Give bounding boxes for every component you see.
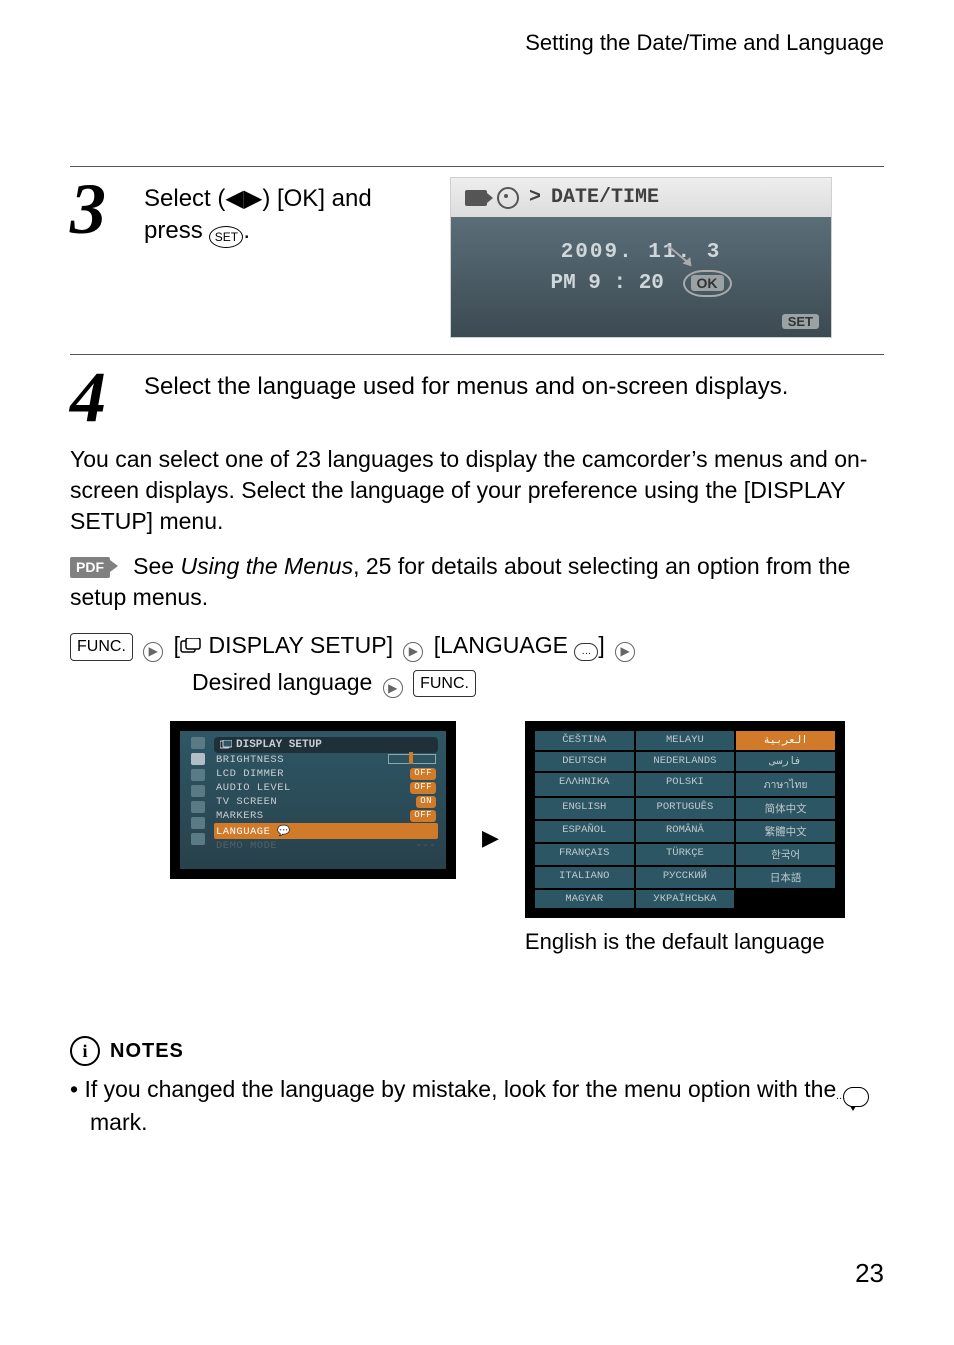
nav-arrow-icon: ▶ — [143, 642, 163, 662]
desired-language-label: Desired language — [192, 669, 372, 695]
language-cell: 繁體中文 — [736, 821, 835, 842]
language-cell: 简体中文 — [736, 798, 835, 819]
osd-time-text: PM 9 : 20 — [550, 272, 663, 295]
intro-paragraph: You can select one of 23 languages to di… — [70, 444, 884, 537]
language-caption: English is the default language — [525, 928, 845, 957]
divider — [70, 354, 884, 355]
row-value: --- — [416, 840, 436, 852]
ok-button: OK — [691, 275, 724, 291]
language-label: LANGUAGE — [440, 632, 568, 658]
display-setup-row: TV SCREEN ON — [214, 795, 438, 809]
notes-heading: NOTES — [110, 1040, 184, 1063]
row-label: BRIGHTNESS — [216, 754, 284, 766]
pdf-badge: PDF — [70, 557, 110, 578]
row-label: LANGUAGE 💬 — [216, 824, 291, 838]
display-setup-row: LCD DIMMER OFF — [214, 767, 438, 781]
language-cell: ESPAÑOL — [535, 821, 634, 842]
language-mark-icon: … — [843, 1087, 869, 1107]
menu-category-icons — [188, 737, 208, 853]
nav-arrow-icon: ▶ — [615, 642, 635, 662]
language-cell: УКРАЇНСЬКА — [636, 890, 735, 908]
language-cell: ENGLISH — [535, 798, 634, 819]
osd-date-text: 2009. 11. 3 — [561, 241, 722, 264]
display-setup-title: DISPLAY SETUP — [236, 739, 322, 751]
display-setup-row: LANGUAGE 💬 — [214, 823, 438, 839]
page-number: 23 — [70, 1258, 884, 1289]
row-label: AUDIO LEVEL — [216, 782, 291, 794]
step3-text: Select (◀▶) [OK] and press SET. — [144, 177, 410, 248]
display-setup-label: DISPLAY SETUP — [208, 632, 386, 658]
language-cell: РУССКИЙ — [636, 867, 735, 888]
display-setup-row: MARKERS OFF — [214, 809, 438, 823]
row-label: DEMO MODE — [216, 840, 277, 852]
step3-text-c: . — [243, 217, 250, 244]
pdf-text-a: See — [133, 553, 180, 579]
notes-bullet: • If you changed the language by mistake… — [70, 1074, 884, 1138]
language-cell: FRANÇAIS — [535, 844, 634, 865]
row-value: OFF — [410, 810, 436, 822]
right-arrow-glyph: ▶ — [244, 185, 262, 212]
display-setup-row: AUDIO LEVEL OFF — [214, 781, 438, 795]
language-cell: TÜRKÇE — [636, 844, 735, 865]
notes-text-a: If you changed the language by mistake, … — [84, 1076, 842, 1102]
language-cell: ภาษาไทย — [736, 773, 835, 796]
pdf-link-title: Using the Menus — [181, 553, 354, 579]
ok-oval: OK — [683, 270, 732, 297]
language-cell: PORTUGUÊS — [636, 798, 735, 819]
language-cell: فارسی — [736, 752, 835, 771]
nav-arrow-icon: ▶ — [383, 678, 403, 698]
row-value: OFF — [410, 768, 436, 780]
language-grid-screenshot: ČEŠTINAMELAYUالعربية DEUTSCHNEDERLANDSفار… — [525, 721, 845, 918]
camera-icon — [465, 190, 487, 206]
language-cell: 한국어 — [736, 844, 835, 865]
osd-crumb-sep: > — [529, 186, 541, 209]
step3-text-a: Select ( — [144, 185, 225, 212]
osd-time: PM 9 : 20 OK — [469, 270, 813, 297]
language-cell: 日本語 — [736, 867, 835, 888]
func-badge: FUNC. — [70, 633, 133, 661]
language-cell: العربية — [736, 731, 835, 750]
disc-icon — [497, 187, 519, 209]
step4-text: Select the language used for menus and o… — [144, 365, 788, 403]
notes-text-b: mark. — [90, 1109, 148, 1135]
language-cell: POLSKI — [636, 773, 735, 796]
display-setup-row: BRIGHTNESS — [214, 753, 438, 767]
divider — [70, 166, 884, 167]
osd-set-badge: SET — [782, 314, 819, 329]
left-arrow-glyph: ◀ — [225, 185, 243, 212]
language-cell: ITALIANO — [535, 867, 634, 888]
nav-arrow-icon: ▶ — [403, 642, 423, 662]
brightness-slider — [388, 754, 436, 764]
language-cell: ROMÂNĂ — [636, 821, 735, 842]
language-cell: MELAYU — [636, 731, 735, 750]
language-icon: … — [574, 643, 598, 661]
language-cell: NEDERLANDS — [636, 752, 735, 771]
language-cell: ΕΛΛΗΝΙΚΑ — [535, 773, 634, 796]
osd-title: DATE/TIME — [551, 186, 659, 209]
display-setup-title-icon — [220, 740, 232, 750]
menu-path: FUNC. ▶ [ DISPLAY SETUP] ▶ [LANGUAGE …] … — [70, 627, 884, 701]
pdf-paragraph: PDF See Using the Menus, 25 for details … — [70, 551, 884, 613]
language-cell: DEUTSCH — [535, 752, 634, 771]
info-icon: i — [70, 1036, 100, 1066]
row-value: OFF — [410, 782, 436, 794]
date-time-osd: > DATE/TIME 2009. 11. 3 PM 9 : 20 OK — [450, 177, 832, 338]
step-number-4: 4 — [70, 365, 126, 430]
display-setup-icon — [180, 638, 202, 656]
step-number-3: 3 — [70, 177, 126, 242]
row-label: MARKERS — [216, 810, 264, 822]
row-label: TV SCREEN — [216, 796, 277, 808]
language-cell: MAGYAR — [535, 890, 634, 908]
row-value: ON — [416, 796, 436, 808]
section-header: Setting the Date/Time and Language — [70, 30, 884, 56]
flow-arrow-icon: ▶ — [482, 825, 499, 851]
set-button-icon: SET — [209, 226, 243, 248]
osd-date: 2009. 11. 3 — [469, 241, 813, 264]
language-cell: ČEŠTINA — [535, 731, 634, 750]
language-cell — [736, 890, 835, 908]
display-setup-screenshot: DISPLAY SETUP BRIGHTNESSLCD DIMMEROFFAUD… — [170, 721, 456, 879]
row-label: LCD DIMMER — [216, 768, 284, 780]
func-badge: FUNC. — [413, 670, 476, 698]
display-setup-row: DEMO MODE --- — [214, 839, 438, 853]
